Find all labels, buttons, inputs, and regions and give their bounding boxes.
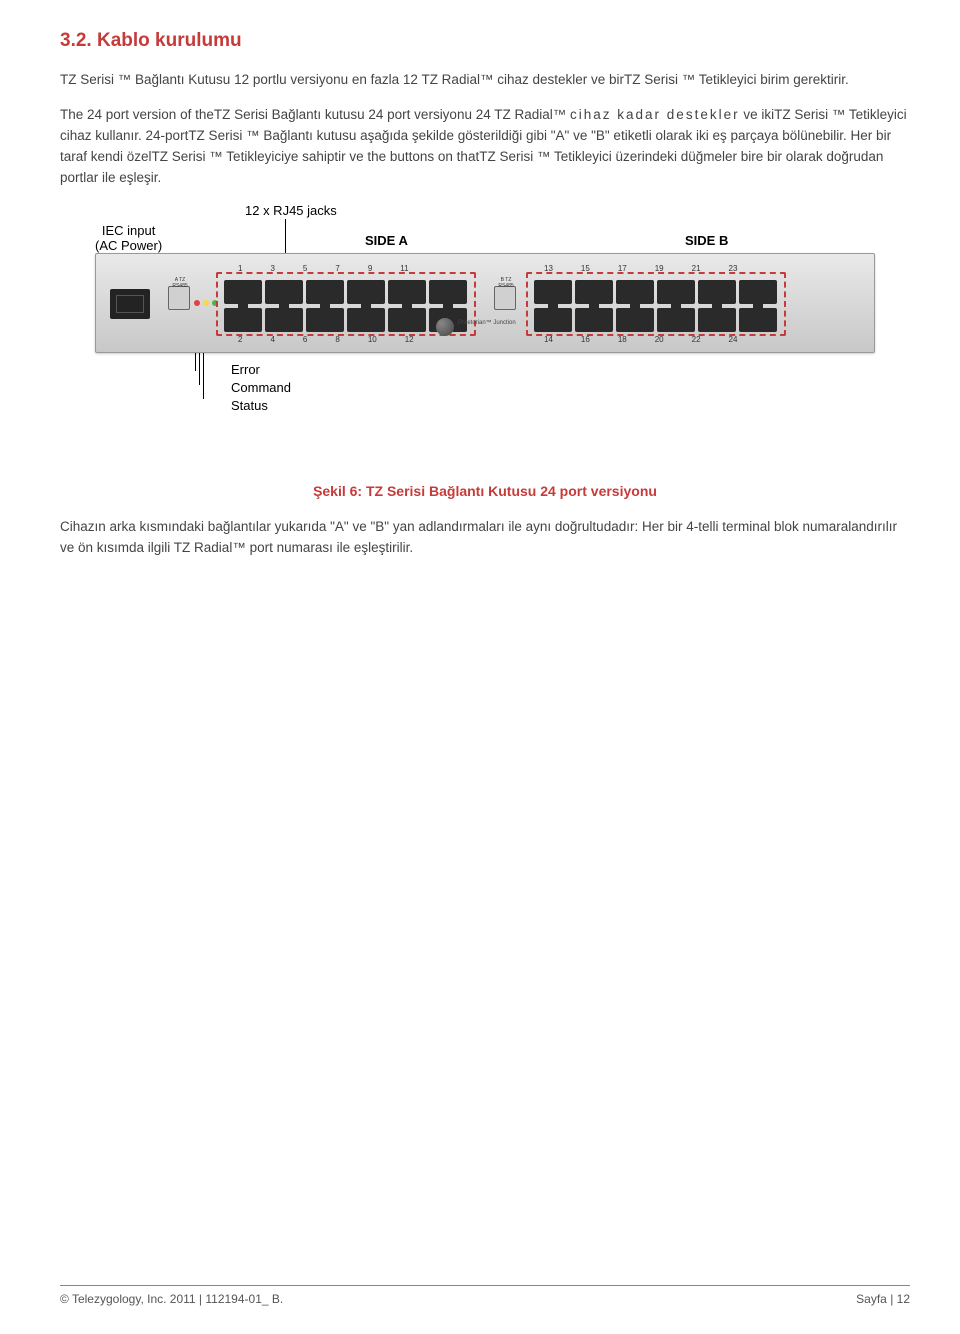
para2-spaced: cihaz kadar destekler — [570, 107, 740, 122]
paragraph-1: TZ Serisi ™ Bağlantı Kutusu 12 portlu ve… — [60, 70, 910, 91]
status-leds — [194, 300, 218, 306]
jacks-b-row2 — [534, 308, 777, 332]
footer-right: Sayfa | 12 — [856, 1292, 910, 1306]
para2-a: The 24 port version of theTZ Serisi Bağl… — [60, 107, 570, 122]
ports-a-top-nums: 1357911 — [238, 264, 409, 273]
led-line-3 — [203, 353, 204, 399]
label-iec: IEC input (AC Power) — [95, 223, 162, 254]
label-side-b: SIDE B — [685, 233, 728, 248]
led-label-block: Error Command Status — [95, 353, 875, 413]
section-heading: 3.2. Kablo kurulumu — [60, 30, 910, 52]
figure-top-labels: 12 x RJ45 jacks IEC input (AC Power) SID… — [95, 203, 875, 253]
label-jacks: 12 x RJ45 jacks — [245, 203, 337, 218]
ports-a-bot-nums: 24681012 — [238, 335, 414, 344]
jacks-a-row1 — [224, 280, 467, 304]
led-error — [194, 300, 200, 306]
figure-caption: Şekil 6: TZ Serisi Bağlantı Kutusu 24 po… — [313, 483, 657, 499]
ac-power-port — [110, 289, 150, 319]
led-command — [203, 300, 209, 306]
paragraph-3: Cihazın arka kısmındaki bağlantılar yuka… — [60, 517, 910, 559]
label-side-a: SIDE A — [365, 233, 408, 248]
jacks-b-row1 — [534, 280, 777, 304]
led-line-1 — [195, 353, 196, 371]
device-chassis: A TZ RS485 1357911 24681012 Praetorian™ … — [95, 253, 875, 353]
tz-logo-icon — [436, 318, 454, 336]
led-label-error: Error — [231, 361, 291, 379]
jacks-a-row2 — [224, 308, 467, 332]
rs485-a-label: A TZ RS485 — [169, 277, 191, 289]
rs485-port-a: A TZ RS485 — [168, 286, 190, 310]
paragraph-2: The 24 port version of theTZ Serisi Bağl… — [60, 105, 910, 189]
footer-left: © Telezygology, Inc. 2011 | 112194-01_ B… — [60, 1292, 283, 1306]
label-iec-2: (AC Power) — [95, 238, 162, 253]
led-label-command: Command — [231, 379, 291, 397]
ports-b-bot-nums: 141618202224 — [544, 335, 737, 344]
rs485-b-label: B TZ RS485 — [495, 277, 517, 289]
port-group-b: 131517192123 141618202224 — [526, 272, 786, 336]
led-label-status: Status — [231, 397, 291, 415]
figure-6: 12 x RJ45 jacks IEC input (AC Power) SID… — [60, 203, 910, 517]
led-labels-text: Error Command Status — [231, 361, 291, 416]
praetorian-label: Praetorian™ Junction — [458, 320, 516, 326]
ports-b-top-nums: 131517192123 — [544, 264, 737, 273]
rs485-port-b: B TZ RS485 — [494, 286, 516, 310]
led-line-2 — [199, 353, 200, 385]
page-footer: © Telezygology, Inc. 2011 | 112194-01_ B… — [60, 1285, 910, 1306]
label-iec-1: IEC input — [102, 223, 155, 238]
